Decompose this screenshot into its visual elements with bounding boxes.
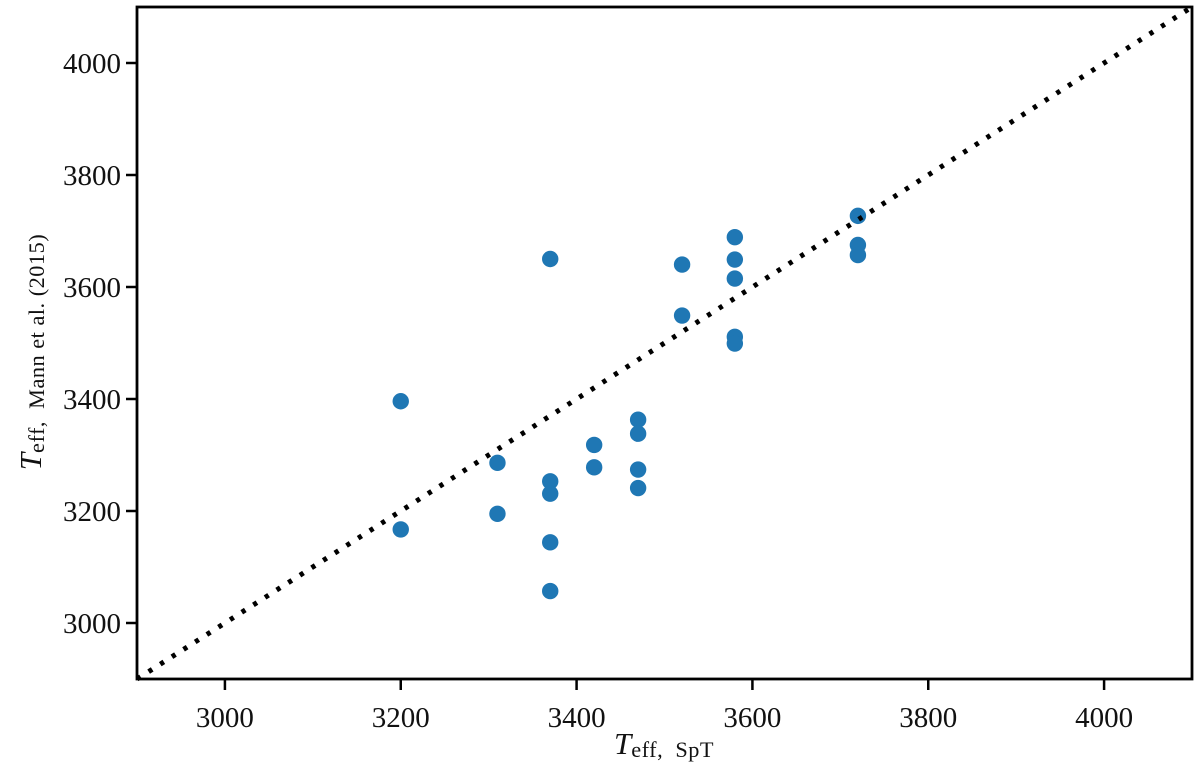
data-point <box>726 228 744 246</box>
data-point <box>392 393 409 410</box>
data-point <box>849 246 867 264</box>
data-point <box>849 207 867 225</box>
data-point <box>585 459 603 476</box>
data-point <box>673 307 691 324</box>
data-point <box>542 250 559 268</box>
data-point <box>542 485 559 502</box>
data-point <box>673 256 691 273</box>
identity-line <box>135 4 1194 682</box>
y-axis-label-subscript: eff, Mann et al. (2015) <box>23 233 49 453</box>
data-point <box>489 505 506 522</box>
data-point <box>629 425 647 442</box>
plot-frame <box>135 5 1194 681</box>
data-point <box>726 251 744 268</box>
y-axis-label-symbol: T <box>13 452 48 471</box>
x-tick-label: 3400 <box>548 702 606 734</box>
y-tick-label: 3800 <box>63 160 121 192</box>
y-tick-label: 3200 <box>63 496 121 528</box>
data-point <box>542 534 559 551</box>
data-point <box>542 582 559 600</box>
data-point <box>629 461 647 478</box>
y-tick-label: 3000 <box>63 608 121 640</box>
x-tick-label: 3600 <box>723 702 781 734</box>
x-tick-label: 3000 <box>196 702 254 734</box>
y-axis-label: Teff, Mann et al. (2015) <box>13 234 49 470</box>
data-point <box>629 411 647 428</box>
x-axis-label-symbol: T <box>613 726 632 761</box>
data-point <box>392 521 409 538</box>
data-point <box>542 473 559 490</box>
data-point <box>585 436 603 454</box>
y-tick-label: 4000 <box>63 48 121 80</box>
y-tick-label: 3400 <box>63 384 121 416</box>
data-point <box>629 479 647 497</box>
data-point <box>726 335 744 352</box>
data-point <box>489 454 506 472</box>
x-tick-label: 3800 <box>899 702 957 734</box>
y-tick-label: 3600 <box>63 272 121 304</box>
x-axis-label: Teff, SpT <box>614 726 714 762</box>
data-point <box>726 270 744 287</box>
x-axis-label-subscript: eff, SpT <box>631 736 715 762</box>
x-tick-label: 3200 <box>372 702 430 734</box>
x-tick-label: 4000 <box>1075 702 1133 734</box>
